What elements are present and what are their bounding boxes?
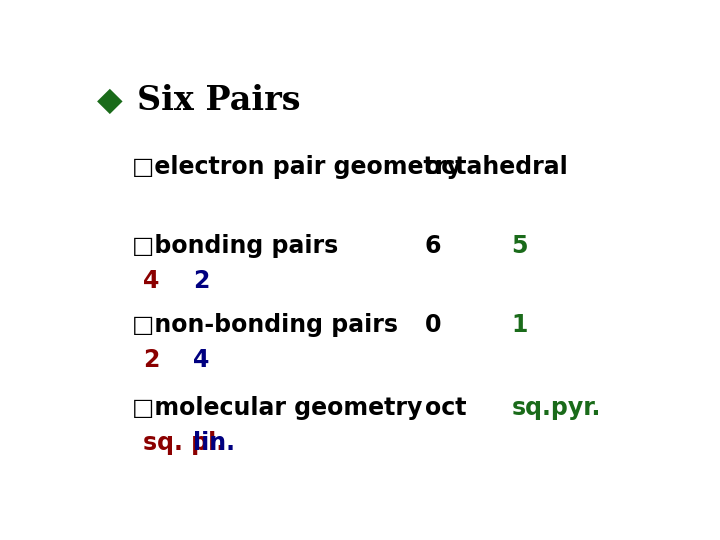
- Text: 4: 4: [143, 269, 159, 293]
- Text: □bonding pairs: □bonding pairs: [132, 234, 338, 258]
- Text: 2: 2: [143, 348, 159, 372]
- Text: □non-bonding pairs: □non-bonding pairs: [132, 313, 398, 336]
- Text: 2: 2: [193, 269, 210, 293]
- Text: □molecular geometry: □molecular geometry: [132, 396, 422, 420]
- Text: octahedral: octahedral: [425, 154, 567, 179]
- Text: □electron pair geometry: □electron pair geometry: [132, 154, 462, 179]
- Text: sq.pyr.: sq.pyr.: [511, 396, 600, 420]
- Text: lin.: lin.: [193, 431, 235, 455]
- Text: 1: 1: [511, 313, 528, 336]
- Text: 0: 0: [425, 313, 441, 336]
- Text: 5: 5: [511, 234, 528, 258]
- Text: 4: 4: [193, 348, 210, 372]
- Text: sq. pl.: sq. pl.: [143, 431, 225, 455]
- Text: Six Pairs: Six Pairs: [138, 84, 301, 117]
- Text: oct: oct: [425, 396, 467, 420]
- Text: 6: 6: [425, 234, 441, 258]
- Text: ◆: ◆: [96, 84, 122, 117]
